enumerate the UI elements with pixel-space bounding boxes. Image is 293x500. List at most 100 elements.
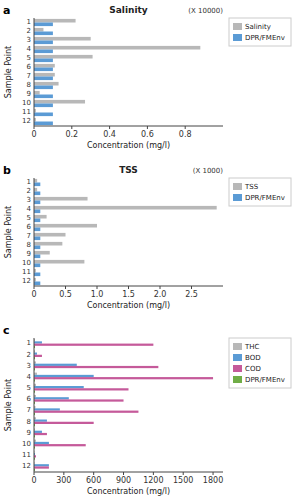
bar <box>34 388 129 390</box>
bar <box>34 23 53 27</box>
x-tick <box>63 472 64 475</box>
y-tick-label: 8 <box>27 81 31 89</box>
bar <box>34 19 76 23</box>
y-tick-label: 3 <box>27 362 31 370</box>
x-axis-label: Concentration (mg/l) <box>87 487 170 496</box>
bar <box>34 73 55 77</box>
y-tick-label: 8 <box>27 241 31 249</box>
bar <box>34 86 53 90</box>
x-tick <box>65 286 66 289</box>
x-tick-label: 1500 <box>173 476 193 485</box>
legend-label: Salinity <box>245 23 271 31</box>
legend-swatch <box>233 376 242 383</box>
bar <box>34 399 124 401</box>
bar <box>34 273 40 277</box>
x-tick-label: 0 <box>31 130 36 139</box>
bar <box>34 420 47 422</box>
bar <box>34 255 40 259</box>
x-tick-label: 0.6 <box>141 130 154 139</box>
y-tick-label: 7 <box>27 406 31 414</box>
legend-swatch <box>233 365 242 372</box>
bar <box>34 201 40 205</box>
bar <box>34 228 40 232</box>
x-axis-label: Concentration (mg/l) <box>87 141 170 150</box>
y-axis-label: Sample Point <box>4 379 13 431</box>
bar <box>34 282 40 286</box>
legend: TSSDPR/FMEnv <box>229 178 291 206</box>
x-tick-label: 0 <box>31 476 36 485</box>
bar <box>34 242 62 246</box>
y-tick-label: 8 <box>27 418 31 426</box>
y-tick-label: 2 <box>27 351 31 359</box>
bar <box>34 431 42 433</box>
x-tick-label: 1800 <box>203 476 223 485</box>
y-tick-label: 9 <box>27 429 31 437</box>
y-tick-label: 12 <box>22 117 31 125</box>
y-tick-label: 10 <box>22 259 31 267</box>
y-tick-label: 6 <box>27 223 32 231</box>
x-axis-line <box>34 472 223 473</box>
bar <box>34 364 77 366</box>
bar <box>34 55 93 59</box>
bar <box>34 68 53 72</box>
bar <box>34 355 42 357</box>
scale-note: (X 10000) <box>188 7 223 15</box>
bar <box>34 219 40 223</box>
panel: 00.20.40.60.8123456789101112Concentratio… <box>3 4 291 150</box>
bar <box>34 183 40 187</box>
bar <box>34 104 53 108</box>
legend-label: BOD <box>245 354 261 362</box>
y-tick-label: 5 <box>27 384 31 392</box>
y-tick-label: 4 <box>27 373 32 381</box>
x-tick <box>34 286 35 289</box>
title: Salinity <box>109 5 148 15</box>
y-axis-line <box>34 338 35 472</box>
y-tick-label: 4 <box>27 45 32 53</box>
y-tick-label: 3 <box>27 196 31 204</box>
x-tick <box>97 286 98 289</box>
x-tick <box>123 472 124 475</box>
bar <box>34 260 84 264</box>
legend-swatch <box>233 343 242 350</box>
bar <box>34 122 53 126</box>
y-axis-label: Sample Point <box>4 46 13 98</box>
bar <box>34 397 69 399</box>
x-tick-label: 2.5 <box>185 290 198 299</box>
legend-label: THC <box>244 343 260 351</box>
bar <box>34 210 40 214</box>
bar <box>34 386 84 388</box>
y-axis-line <box>34 178 35 286</box>
bar <box>34 246 40 250</box>
bar <box>34 197 88 201</box>
bar <box>34 113 53 117</box>
bar <box>34 192 40 196</box>
y-tick-label: 4 <box>27 205 32 213</box>
y-tick-label: 1 <box>27 339 31 347</box>
legend-box <box>229 338 291 388</box>
y-tick-label: 3 <box>27 36 31 44</box>
y-tick-label: 12 <box>22 277 31 285</box>
y-tick-label: 5 <box>27 214 31 222</box>
bar <box>34 91 40 95</box>
x-tick-label: 900 <box>116 476 131 485</box>
y-tick-label: 7 <box>27 232 31 240</box>
bars <box>34 179 217 285</box>
x-tick-label: 1200 <box>143 476 163 485</box>
x-tick <box>147 126 148 129</box>
x-tick-label: 2.0 <box>154 290 167 299</box>
x-tick <box>93 472 94 475</box>
x-tick <box>153 472 154 475</box>
panel: 00.51.01.52.02.5123456789101112Concentra… <box>3 164 291 310</box>
x-axis-label: Concentration (mg/l) <box>87 301 170 310</box>
legend-swatch <box>233 23 242 30</box>
x-tick <box>191 286 192 289</box>
legend-label: DPR/FMEnv <box>245 34 285 42</box>
bar <box>34 251 50 255</box>
bar <box>34 32 53 36</box>
y-axis-line <box>34 18 35 126</box>
x-tick <box>160 286 161 289</box>
y-tick-label: 1 <box>27 18 31 26</box>
y-tick-label: 10 <box>22 99 31 107</box>
bar <box>34 64 55 68</box>
bar <box>34 233 66 237</box>
